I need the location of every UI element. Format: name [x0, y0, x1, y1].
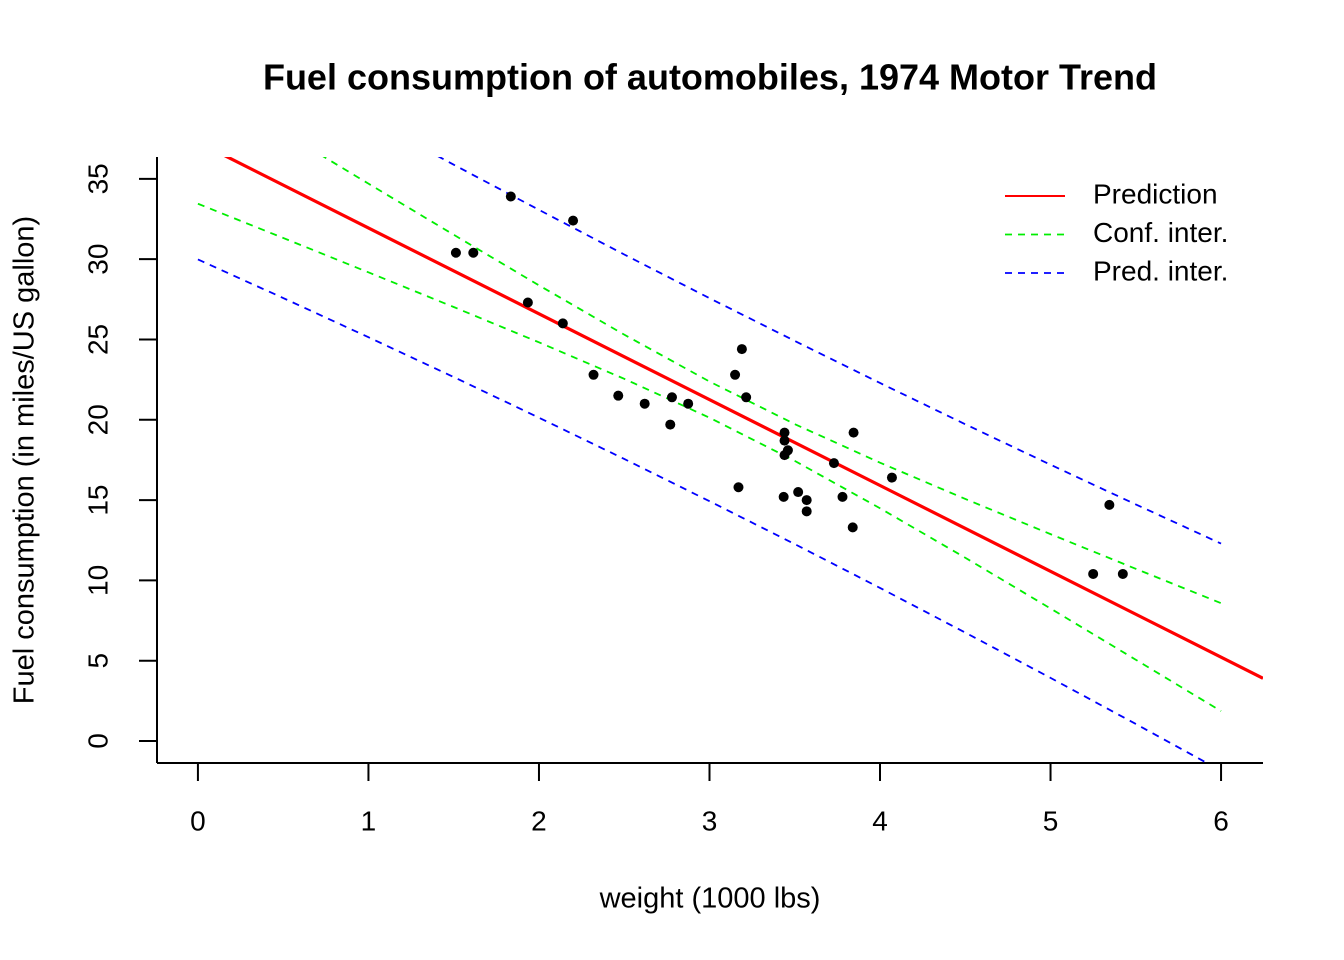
legend-label: Prediction — [1093, 178, 1218, 209]
x-tick-label: 0 — [190, 805, 206, 836]
data-point — [801, 506, 812, 517]
x-tick-label: 3 — [702, 805, 718, 836]
x-tick-label: 6 — [1213, 805, 1229, 836]
data-point — [665, 419, 676, 430]
data-point — [733, 482, 744, 493]
data-point — [730, 369, 741, 380]
data-point — [1117, 568, 1128, 579]
data-point — [588, 369, 599, 380]
x-tick-label: 2 — [531, 805, 547, 836]
series-line — [322, 157, 1222, 605]
chart-title: Fuel consumption of automobiles, 1974 Mo… — [263, 57, 1157, 98]
y-tick-label: 25 — [82, 324, 113, 355]
series-line — [197, 202, 1222, 712]
y-tick-label: 15 — [82, 484, 113, 515]
data-point — [736, 344, 747, 355]
data-point — [666, 392, 677, 403]
y-tick-label: 10 — [82, 565, 113, 596]
y-tick-label: 20 — [82, 404, 113, 435]
data-point — [837, 491, 848, 502]
plot-area — [197, 157, 1263, 763]
data-point — [778, 491, 789, 502]
y-tick-label: 35 — [82, 163, 113, 194]
data-point — [779, 427, 790, 438]
data-point — [1088, 568, 1099, 579]
data-point — [801, 495, 812, 506]
x-tick-label: 4 — [872, 805, 888, 836]
series-line — [197, 258, 1209, 763]
y-axis-label: Fuel consumption (in miles/US gallon) — [9, 216, 41, 704]
data-point — [886, 472, 897, 483]
series-line — [437, 157, 1222, 545]
data-point — [568, 215, 579, 226]
data-point — [639, 398, 650, 409]
data-point — [450, 247, 461, 258]
data-point — [828, 458, 839, 469]
x-axis-label: weight (1000 lbs) — [599, 883, 821, 915]
data-point — [779, 435, 790, 446]
legend-label: Conf. inter. — [1093, 217, 1228, 248]
y-tick-label: 0 — [82, 733, 113, 749]
y-tick-label: 5 — [82, 653, 113, 669]
data-point — [848, 427, 859, 438]
data-point — [522, 297, 533, 308]
data-point — [505, 191, 516, 202]
x-tick-label: 1 — [361, 805, 377, 836]
data-point — [741, 392, 752, 403]
data-point — [847, 522, 858, 533]
data-point — [793, 487, 804, 498]
legend-label: Pred. inter. — [1093, 255, 1228, 286]
data-point — [557, 318, 568, 329]
data-point — [468, 247, 479, 258]
data-point — [779, 450, 790, 461]
x-tick-label: 5 — [1043, 805, 1059, 836]
series-line — [223, 157, 1263, 680]
data-point — [683, 398, 694, 409]
data-point — [1104, 499, 1115, 510]
y-tick-label: 30 — [82, 244, 113, 275]
data-point — [613, 390, 624, 401]
